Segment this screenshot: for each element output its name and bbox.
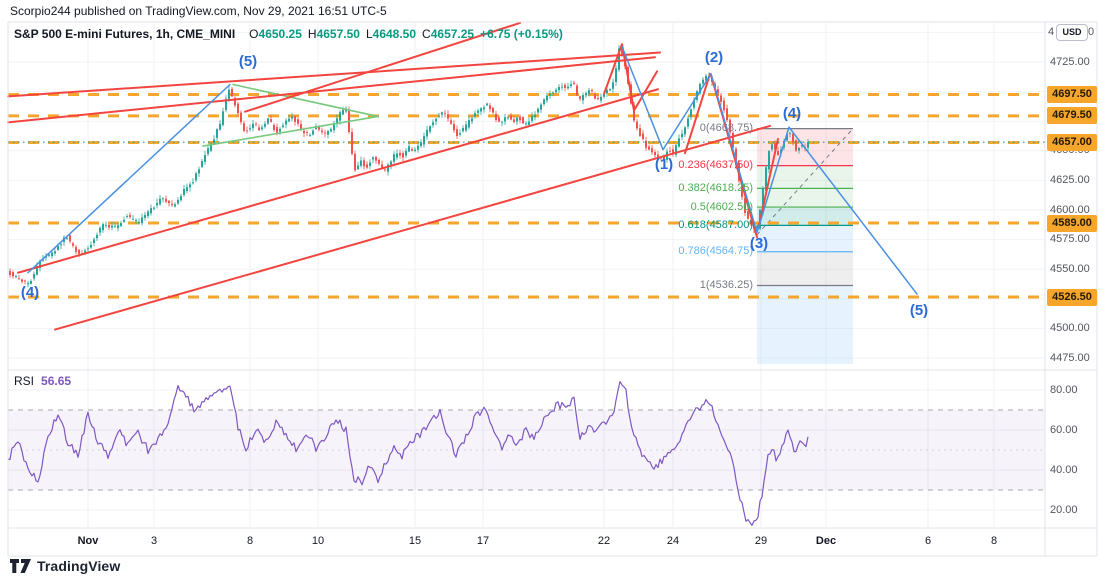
time-tick-label: 8 [246, 535, 254, 547]
elliott-wave-label[interactable]: (5) [238, 53, 258, 70]
symbol-legend[interactable]: S&P 500 E-mini Futures, 1h, CME_MINI O465… [14, 27, 563, 41]
elliott-wave-label[interactable]: (4) [782, 105, 802, 122]
publisher-attribution: Scorpio244 published on TradingView.com,… [10, 4, 387, 18]
price-tick-label: 4500.00 [1050, 321, 1090, 334]
rsi-tick-label: 20.00 [1050, 503, 1078, 516]
price-tick-label: 4575.00 [1050, 233, 1090, 246]
fib-level-label[interactable]: 0.786(4564.75) [678, 245, 753, 258]
close-label: C [422, 27, 431, 41]
price-tick-label: 4475.00 [1050, 351, 1090, 364]
fib-level-label[interactable]: 0.382(4618.25) [678, 181, 753, 194]
price-tick-label: 4600.00 [1050, 203, 1090, 216]
fib-level-label[interactable]: 1(4536.25) [699, 278, 753, 291]
elliott-wave-label[interactable]: (3) [749, 235, 769, 252]
time-tick-label: 8 [990, 535, 998, 547]
rsi-tick-label: 60.00 [1050, 423, 1078, 436]
change-value: +6.75 (+0.15%) [480, 27, 563, 41]
time-tick-label: 29 [754, 535, 768, 547]
price-tick-partial: 0 [1088, 26, 1095, 38]
price-tick-label: 4725.00 [1050, 55, 1090, 68]
tradingview-logo-text: TradingView [37, 558, 121, 574]
tradingview-attribution[interactable]: TradingView [10, 558, 120, 574]
price-level-badge: 4589.00 [1047, 214, 1097, 232]
price-tick-label: 4550.00 [1050, 262, 1090, 275]
time-tick-label: 6 [924, 535, 932, 547]
close-value: 4657.25 [430, 27, 475, 41]
elliott-wave-label[interactable]: (4) [20, 284, 40, 301]
time-tick-label: 17 [476, 535, 490, 547]
candles-layer [9, 45, 809, 288]
rsi-value: 56.65 [41, 374, 72, 388]
price-tick-label: 4625.00 [1050, 173, 1090, 186]
low-value: 4648.50 [372, 27, 417, 41]
rsi-legend[interactable]: RSI 56.65 [14, 374, 71, 388]
symbol-title: S&P 500 E-mini Futures, 1h, CME_MINI [14, 27, 236, 41]
fib-level-label[interactable]: 0.236(4637.50) [678, 159, 753, 172]
price-level-badge: 4697.50 [1047, 86, 1097, 104]
price-level-badge: 4526.50 [1047, 288, 1097, 306]
time-tick-label: Nov [77, 535, 99, 547]
fib-level-label[interactable]: 0.618(4587.00) [678, 218, 753, 231]
time-tick-label: 22 [597, 535, 611, 547]
rsi-label: RSI [14, 374, 35, 388]
elliott-wave-label[interactable]: (1) [654, 156, 674, 173]
tradingview-logo-icon [10, 559, 31, 573]
elliott-wave-label[interactable]: (2) [704, 49, 724, 66]
high-label: H [307, 27, 317, 41]
price-tick-partial: 4 [1048, 26, 1055, 38]
time-tick-label: 3 [150, 535, 158, 547]
time-tick-label: 10 [311, 535, 325, 547]
time-tick-label: 15 [408, 535, 422, 547]
currency-usd-button[interactable]: USD [1056, 24, 1088, 41]
fib-level-label[interactable]: 0.5(4602.50) [690, 200, 753, 213]
price-level-badge: 4657.00 [1047, 134, 1097, 151]
time-tick-label: 24 [666, 535, 680, 547]
high-value: 4657.50 [316, 27, 360, 41]
fib-level-label[interactable]: 0(4668.75) [699, 122, 753, 135]
open-label: O [249, 27, 259, 41]
time-tick-label: Dec [815, 535, 837, 547]
elliott-wave-label[interactable]: (5) [909, 302, 929, 319]
low-label: L [365, 27, 373, 41]
price-level-badge: 4679.50 [1047, 107, 1097, 125]
open-value: 4650.25 [258, 27, 302, 41]
rsi-tick-label: 80.00 [1050, 383, 1078, 396]
rsi-tick-label: 40.00 [1050, 463, 1078, 476]
